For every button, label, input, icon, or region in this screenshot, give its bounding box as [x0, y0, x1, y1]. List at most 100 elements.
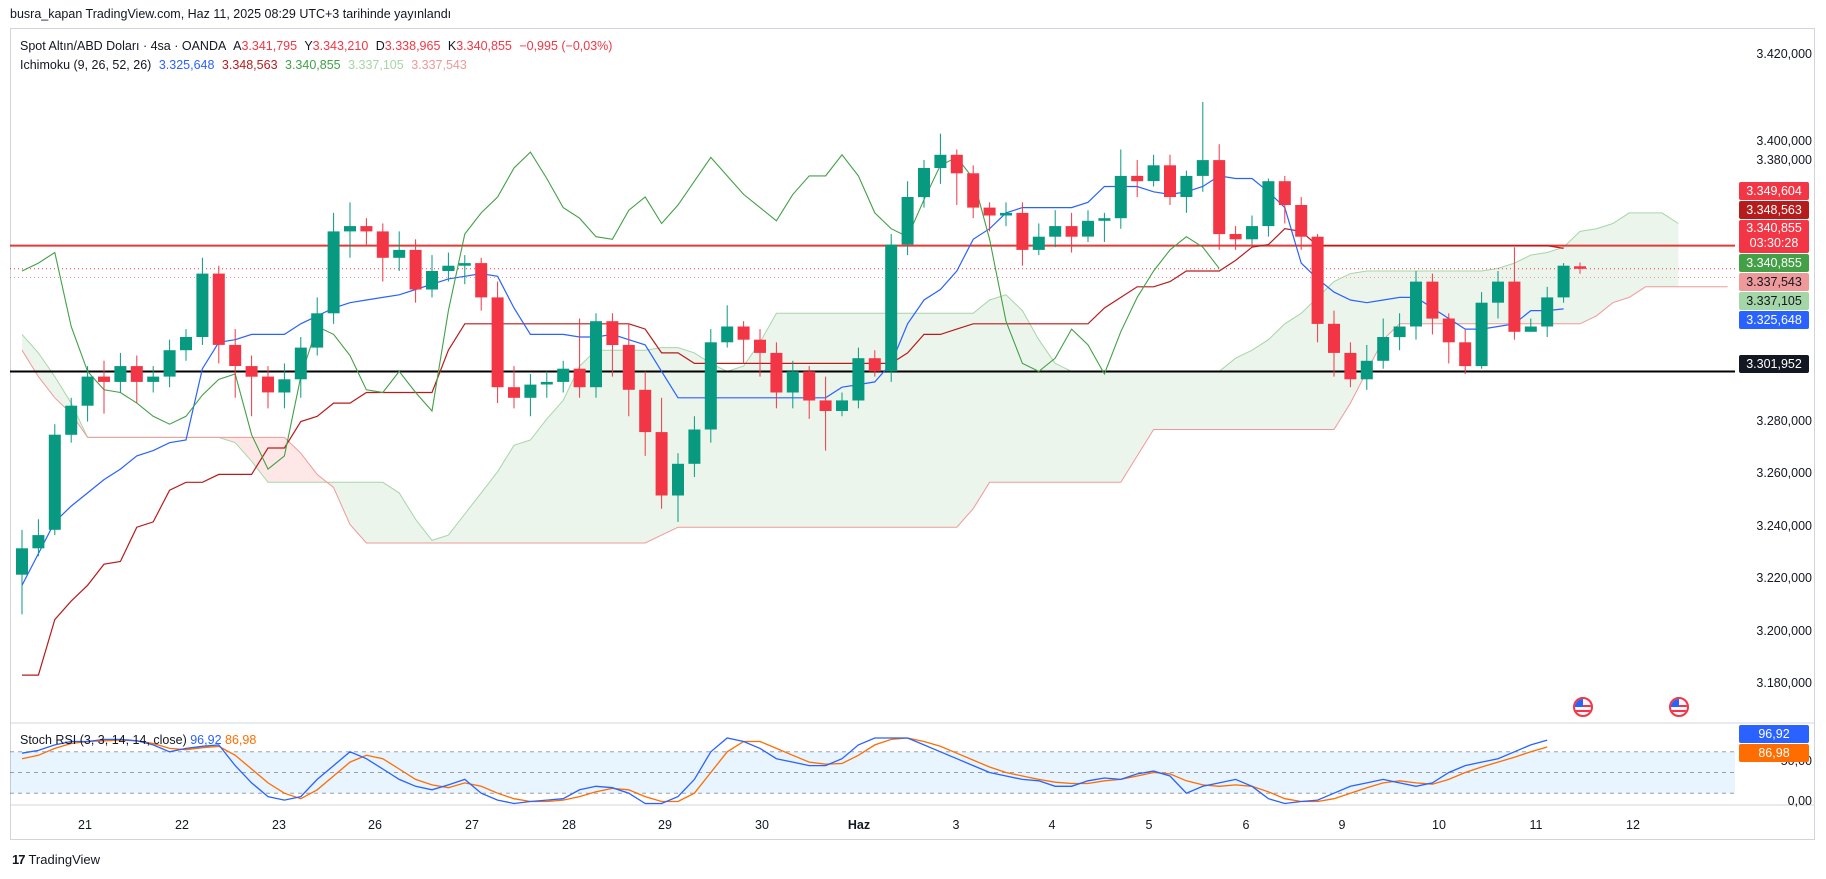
candle-body	[704, 342, 717, 430]
candle-body	[376, 231, 389, 258]
ichimoku-cloud-segment	[727, 366, 744, 528]
close-value: 3.340,855	[456, 39, 512, 53]
ichimoku-cloud-segment	[1334, 273, 1351, 430]
candle-body	[950, 154, 963, 174]
ichimoku-cloud-segment	[1137, 371, 1154, 456]
us-flag-event-icon[interactable]	[1669, 697, 1689, 717]
ichimoku-legend[interactable]: Ichimoku (9, 26, 52, 26) 3.325,648 3.348…	[20, 58, 471, 72]
bar-countdown: 03:30:28	[1749, 236, 1799, 250]
ichimoku-cloud-segment	[940, 313, 957, 528]
ichimoku-cloud-segment	[1645, 212, 1662, 287]
ichimoku-cloud-segment	[1202, 371, 1220, 430]
candle-body	[573, 368, 586, 388]
candle-body	[1311, 236, 1324, 324]
symbol-name[interactable]: Spot Altın/ABD Doları · 4sa · OANDA	[20, 39, 227, 53]
ichimoku-cloud-segment	[1350, 270, 1367, 404]
ichimoku-cloud-segment	[300, 453, 318, 483]
ichimoku-cloud-segment	[1055, 363, 1072, 483]
ichimoku-cloud-segment	[563, 366, 580, 544]
stoch-rsi-name[interactable]: Stoch RSI (3, 3, 14, 14, close)	[20, 733, 187, 747]
price-axis-label: 3.400,000	[1756, 134, 1812, 148]
candle-body	[803, 371, 816, 401]
ichimoku-name[interactable]: Ichimoku (9, 26, 52, 26)	[20, 58, 152, 72]
ichimoku-cloud-segment	[1006, 294, 1023, 483]
ichimoku-cloud-segment	[776, 313, 793, 528]
stoch-rsi-legend[interactable]: Stoch RSI (3, 3, 14, 14, close) 96,92 86…	[20, 733, 256, 747]
price-axis-label: 3.280,000	[1756, 414, 1812, 428]
span-a-badge: 3.337,105	[1739, 292, 1809, 310]
chart-frame[interactable]	[10, 28, 1815, 840]
ichimoku-cloud-segment	[448, 513, 465, 544]
candle-body	[737, 326, 750, 340]
ichimoku-cloud-segment	[1268, 323, 1285, 430]
price-badge: 3.349,604	[1739, 182, 1809, 200]
ichimoku-cloud-segment	[22, 334, 39, 377]
ichimoku-cloud-segment	[1448, 270, 1466, 324]
us-flag-event-icon[interactable]	[1573, 697, 1593, 717]
ichimoku-cloud-segment	[497, 445, 514, 544]
candle-body	[1098, 218, 1111, 221]
candle-body	[16, 548, 28, 575]
candle-body	[491, 297, 504, 388]
ichimoku-cloud-segment	[1219, 358, 1236, 430]
ichimoku-cloud-segment	[907, 313, 924, 528]
candle-body	[1082, 220, 1094, 237]
ichimoku-cloud-segment	[596, 350, 613, 544]
ichimoku-span-b-value: 3.337,543	[411, 58, 467, 72]
candle-body	[393, 249, 406, 258]
symbol-legend[interactable]: Spot Altın/ABD Doları · 4sa · OANDA A 3.3…	[20, 39, 616, 53]
candle-body	[1065, 226, 1078, 237]
candle-body	[1278, 181, 1291, 205]
candle-body	[311, 313, 324, 348]
ichimoku-cloud-segment	[530, 418, 547, 544]
stoch-rsi-d-value: 86,98	[225, 733, 257, 747]
time-axis-label: 29	[658, 818, 672, 832]
ichimoku-cloud-segment	[366, 482, 383, 544]
candle-body	[1574, 266, 1586, 269]
candle-body	[1393, 326, 1406, 338]
candle-body	[48, 434, 61, 530]
ichimoku-cloud-segment	[1563, 231, 1580, 324]
candle-body	[918, 168, 930, 198]
candle-body	[196, 273, 209, 337]
time-axis-label: 30	[755, 818, 769, 832]
time-axis-label: 9	[1338, 818, 1346, 832]
ichimoku-cloud-segment	[924, 313, 941, 528]
price-axis-label: 3.200,000	[1756, 624, 1812, 638]
candle-body	[590, 321, 602, 388]
close-label: K	[447, 39, 457, 53]
ichimoku-span-a-value: 3.337,105	[348, 58, 404, 72]
candle-body	[1492, 281, 1504, 303]
ichimoku-cloud-segment	[1662, 212, 1679, 287]
brand-name: TradingView	[28, 852, 101, 867]
candle-body	[786, 371, 799, 393]
candle-body	[1032, 236, 1045, 250]
ichimoku-cloud-segment	[579, 350, 596, 544]
candle-body	[1000, 212, 1012, 216]
tradingview-brand[interactable]: 17 TradingView	[12, 852, 100, 867]
candle-body	[1360, 360, 1373, 380]
candle-body	[1557, 265, 1570, 298]
candle-body	[1295, 205, 1308, 237]
candle-body	[442, 265, 455, 271]
open-label: A	[233, 39, 242, 53]
ichimoku-cloud-segment	[1022, 310, 1039, 483]
ichimoku-cloud-segment	[350, 482, 367, 544]
candle-body	[622, 344, 635, 390]
ichimoku-cloud-segment	[1170, 371, 1187, 430]
change-value: −0,995 (−0,03%)	[519, 39, 613, 53]
high-label: Y	[304, 39, 313, 53]
candle-body	[983, 207, 996, 216]
price-axis-label: 3.260,000	[1756, 466, 1812, 480]
candle-body	[836, 400, 848, 411]
low-label: D	[375, 39, 385, 53]
stoch-rsi-d-line	[21, 737, 1548, 803]
ichimoku-cloud-segment	[1580, 228, 1597, 324]
time-axis-label: 12	[1626, 818, 1640, 832]
ichimoku-cloud-segment	[464, 492, 482, 544]
candle-body	[163, 350, 176, 377]
candle-body	[1475, 302, 1488, 367]
ichimoku-cloud-segment	[743, 342, 760, 528]
time-axis-label: 23	[272, 818, 286, 832]
